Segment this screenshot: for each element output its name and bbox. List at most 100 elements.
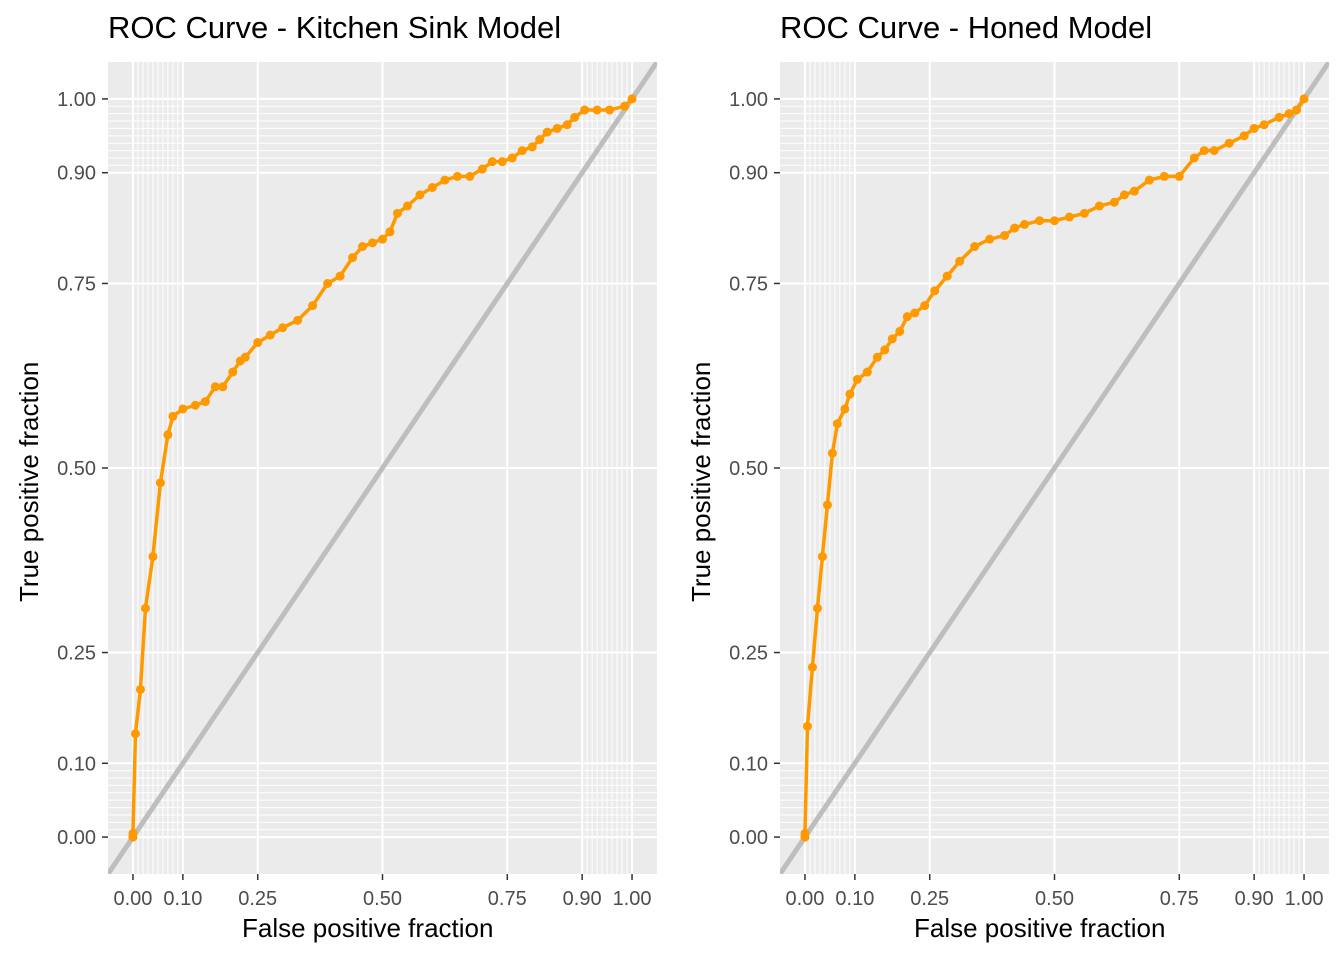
roc-point (402, 201, 412, 211)
y-tick-label: 0.90 (57, 163, 96, 185)
left-chart-panel: ROC Curve - Kitchen Sink Model 0.00 0.10 0… (14, 10, 657, 943)
roc-point (832, 419, 842, 429)
roc-point (128, 828, 138, 838)
roc-point (1064, 212, 1074, 222)
roc-point (552, 123, 562, 133)
roc-point (887, 334, 897, 344)
x-tick-label: 0.50 (363, 888, 402, 910)
roc-point (1239, 131, 1249, 141)
roc-point (265, 330, 275, 340)
roc-point (155, 478, 165, 488)
roc-point (415, 190, 425, 200)
roc-point (1174, 171, 1184, 181)
roc-point (427, 182, 437, 192)
roc-point (542, 127, 552, 137)
roc-point (308, 301, 318, 311)
roc-point (880, 345, 890, 355)
x-tick-label: 0.10 (835, 888, 874, 910)
roc-point (323, 278, 333, 288)
roc-point (1000, 230, 1010, 240)
roc-point (1209, 146, 1219, 156)
roc-point (358, 242, 368, 252)
roc-chart-honed: 0.00 0.10 0.25 0.50 0.75 0.90 1.00 0.00 0.10 0.25… (729, 62, 1329, 910)
roc-point (385, 227, 395, 237)
roc-point (240, 352, 250, 362)
x-tick-label: 0.25 (238, 888, 277, 910)
roc-point (163, 430, 173, 440)
roc-point (378, 234, 387, 244)
roc-point (1035, 216, 1045, 226)
roc-point (800, 828, 810, 838)
roc-point (140, 603, 150, 613)
roc-point (452, 171, 462, 181)
roc-point (807, 662, 817, 672)
x-axis-label: False positive fraction (914, 913, 1166, 943)
y-axis-label: True positive fraction (686, 361, 716, 602)
roc-point (178, 404, 188, 414)
roc-point (1224, 138, 1234, 148)
x-axis-label: False positive fraction (242, 913, 494, 943)
roc-point (507, 153, 517, 163)
roc-point (130, 729, 140, 739)
roc-point (293, 315, 303, 325)
roc-point (1274, 112, 1284, 122)
roc-point (862, 367, 872, 377)
x-tick-label: 0.75 (1160, 888, 1199, 910)
roc-point (497, 157, 507, 167)
y-tick-label: 0.00 (729, 827, 768, 849)
roc-curve-line (131, 97, 634, 838)
roc-point (210, 382, 220, 392)
roc-point (1292, 105, 1302, 115)
y-tick-label: 0.90 (729, 163, 768, 185)
roc-point (527, 142, 537, 152)
roc-point (1010, 223, 1020, 233)
y-tick-label: 0.25 (57, 643, 96, 665)
roc-point (465, 171, 475, 181)
roc-point (1079, 208, 1089, 218)
roc-point (852, 374, 862, 384)
roc-point (930, 286, 940, 296)
x-tick-label: 0.90 (563, 888, 602, 910)
right-chart-panel: ROC Curve - Honed Model 0.00 0.10 0.25 0.50… (672, 0, 1344, 960)
y-tick-label: 0.75 (729, 273, 768, 295)
roc-point (190, 400, 200, 410)
roc-point (1119, 190, 1129, 200)
roc-point (955, 256, 965, 266)
roc-point (517, 146, 527, 156)
roc-point (1159, 171, 1169, 181)
roc-point (1299, 94, 1309, 104)
roc-point (1109, 197, 1119, 207)
x-tick-label: 1.00 (1285, 888, 1324, 910)
roc-point (817, 552, 827, 562)
reference-diagonal-line (780, 62, 1329, 874)
y-tick-label: 1.00 (729, 89, 768, 111)
x-tick-label: 0.90 (1235, 888, 1274, 910)
roc-point (535, 135, 545, 145)
x-tick-label: 0.75 (488, 888, 527, 910)
roc-point (218, 382, 228, 392)
roc-point (348, 253, 358, 263)
y-tick-label: 0.25 (729, 643, 768, 665)
roc-point (605, 105, 615, 115)
y-tick-label: 0.00 (57, 827, 96, 849)
roc-point (562, 120, 572, 130)
roc-point (902, 312, 912, 322)
roc-point (1199, 146, 1209, 156)
roc-point (592, 105, 602, 115)
roc-point (368, 238, 378, 248)
roc-point (392, 208, 402, 218)
roc-point (970, 242, 980, 252)
roc-point (570, 112, 580, 122)
roc-point (487, 157, 497, 167)
roc-point (335, 271, 345, 281)
y-tick-label: 0.10 (57, 753, 96, 775)
roc-point (580, 105, 590, 115)
roc-point (910, 308, 920, 318)
roc-point (845, 389, 855, 399)
roc-point (1050, 216, 1059, 226)
roc-point (812, 603, 822, 613)
y-tick-label: 1.00 (57, 89, 96, 111)
reference-diagonal-line (108, 62, 657, 874)
roc-point (1094, 201, 1104, 211)
roc-point (440, 175, 450, 185)
